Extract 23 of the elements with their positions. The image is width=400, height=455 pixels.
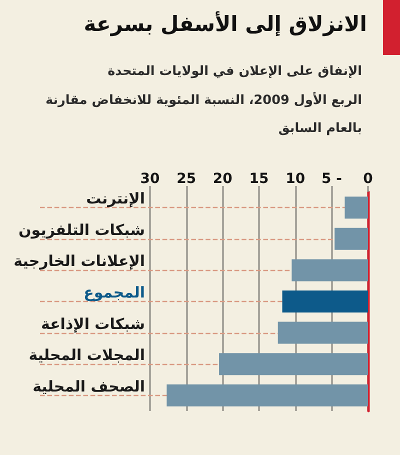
x-tick-label: 0 xyxy=(363,171,374,187)
y-tick-label: الصحف المحلية xyxy=(32,377,145,396)
y-tick-label: الإعلانات الخارجية xyxy=(14,252,145,270)
x-tick-label: 15 xyxy=(249,171,269,187)
y-tick-label: شبكات التلفزيون xyxy=(18,220,145,239)
bar xyxy=(334,228,368,250)
bar xyxy=(219,353,368,376)
chart-title: الانزلاق إلى الأسفل بسرعة xyxy=(84,12,367,36)
x-tick-label: 5 - xyxy=(321,171,342,187)
chart-subtitle: الإنفاق على الإعلان في الولايات المتحدة الربع الأول 2009، النسبة المئوية للانخفاض مقارنة بالعام السابق xyxy=(45,63,362,138)
bar xyxy=(292,259,368,282)
y-tick-label: الإنترنت xyxy=(86,190,145,208)
x-tick-label: 10 xyxy=(286,171,306,187)
bar xyxy=(344,196,368,219)
x-tick-label: 25 xyxy=(176,171,196,187)
y-tick-label: شبكات الإذاعة xyxy=(40,314,145,333)
y-tick-label: المجموع xyxy=(84,284,145,302)
bar xyxy=(282,290,368,312)
x-tick-label: 30 xyxy=(140,171,160,187)
y-tick-label: المجلات المحلية xyxy=(28,346,145,364)
bar xyxy=(278,322,368,344)
bar xyxy=(166,384,368,406)
x-tick-label: 20 xyxy=(212,171,233,187)
